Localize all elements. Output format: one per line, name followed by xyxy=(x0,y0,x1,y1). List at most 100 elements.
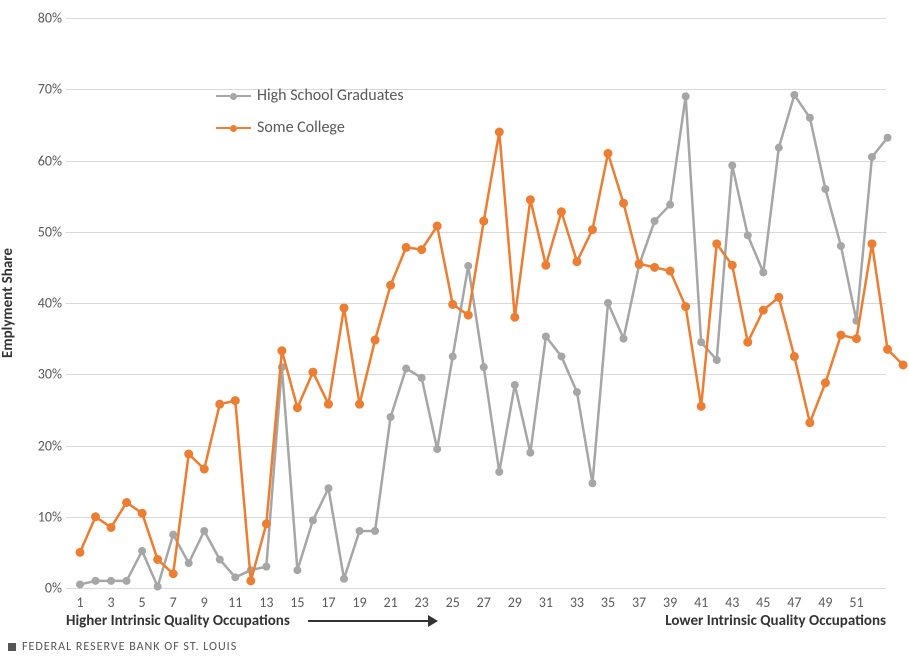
series-marker xyxy=(588,225,597,234)
series-marker xyxy=(169,569,178,578)
series-marker xyxy=(231,573,239,581)
legend-item: High School Graduates xyxy=(216,86,404,105)
series-marker xyxy=(371,336,380,345)
series-marker xyxy=(604,149,613,158)
series-marker xyxy=(572,257,581,266)
series-marker xyxy=(852,334,861,343)
series-marker xyxy=(340,303,349,312)
y-tick: 50% xyxy=(22,223,62,240)
series-line xyxy=(80,95,888,587)
footer-text: FEDERAL RESERVE BANK OF ST. LOUIS xyxy=(22,640,237,654)
series-marker xyxy=(293,403,302,412)
x-tick: 23 xyxy=(415,594,429,611)
series-marker xyxy=(805,418,814,427)
x-tick: 45 xyxy=(756,594,770,611)
x-tick: 27 xyxy=(477,594,491,611)
series-marker xyxy=(542,332,550,340)
series-marker xyxy=(464,262,472,270)
series-marker xyxy=(790,91,798,99)
y-tick: 10% xyxy=(22,508,62,525)
x-axis-left-label: Higher Intrinsic Quality Occupations xyxy=(66,612,290,630)
series-marker xyxy=(402,365,410,373)
y-tick: 40% xyxy=(22,295,62,312)
gridline xyxy=(66,588,886,589)
series-marker xyxy=(588,479,596,487)
series-marker xyxy=(759,306,768,315)
series-marker xyxy=(107,577,115,585)
series-marker xyxy=(154,583,162,591)
series-marker xyxy=(604,299,612,307)
series-marker xyxy=(884,134,892,142)
series-marker xyxy=(200,465,209,474)
series-marker xyxy=(185,559,193,567)
legend-label: Some College xyxy=(257,118,345,137)
series-marker xyxy=(123,577,131,585)
x-tick: 13 xyxy=(259,594,273,611)
series-marker xyxy=(883,345,892,354)
series-marker xyxy=(697,402,706,411)
series-marker xyxy=(355,400,364,409)
series-marker xyxy=(387,413,395,421)
series-marker xyxy=(371,527,379,535)
plot-area: Emplyment Share 0%10%20%30%40%50%60%70%8… xyxy=(66,18,886,588)
series-marker xyxy=(495,468,503,476)
series-marker xyxy=(899,360,908,369)
x-tick: 33 xyxy=(570,594,584,611)
series-marker xyxy=(744,231,752,239)
x-tick: 19 xyxy=(352,594,366,611)
series-marker xyxy=(293,566,301,574)
series-marker xyxy=(418,374,426,382)
series-marker xyxy=(651,217,659,225)
series-marker xyxy=(712,239,721,248)
series-marker xyxy=(821,185,829,193)
source-footer: FEDERAL RESERVE BANK OF ST. LOUIS xyxy=(8,640,237,654)
series-marker xyxy=(666,201,674,209)
series-marker xyxy=(790,352,799,361)
series-marker xyxy=(635,259,644,268)
series-marker xyxy=(76,548,85,557)
x-tick: 29 xyxy=(508,594,522,611)
series-line xyxy=(80,132,903,581)
series-marker xyxy=(92,577,100,585)
chart-container: { "chart": { "type": "line", "width_px":… xyxy=(0,0,909,660)
x-tick: 49 xyxy=(818,594,832,611)
x-tick: 25 xyxy=(446,594,460,611)
series-marker xyxy=(76,580,84,588)
x-tick: 21 xyxy=(383,594,397,611)
series-marker xyxy=(356,527,364,535)
series-marker xyxy=(216,556,224,564)
series-marker xyxy=(728,161,736,169)
series-marker xyxy=(107,523,116,532)
x-tick: 37 xyxy=(632,594,646,611)
y-tick: 20% xyxy=(22,437,62,454)
series-marker xyxy=(837,242,845,250)
x-tick: 47 xyxy=(787,594,801,611)
series-marker xyxy=(122,498,131,507)
series-marker xyxy=(541,261,550,270)
series-marker xyxy=(511,381,519,389)
y-tick: 30% xyxy=(22,366,62,383)
series-marker xyxy=(728,261,737,270)
legend-swatch xyxy=(216,93,251,100)
legend-item: Some College xyxy=(216,118,345,137)
series-marker xyxy=(868,239,877,248)
series-marker xyxy=(774,293,783,302)
x-tick: 41 xyxy=(694,594,708,611)
series-marker xyxy=(620,335,628,343)
series-marker xyxy=(836,331,845,340)
series-marker xyxy=(775,144,783,152)
series-marker xyxy=(743,338,752,347)
series-marker xyxy=(417,245,426,254)
arrow-icon xyxy=(308,615,438,627)
y-axis-label: Emplyment Share xyxy=(0,248,17,358)
series-marker xyxy=(433,445,441,453)
series-marker xyxy=(650,263,659,272)
series-marker xyxy=(448,300,457,309)
x-tick: 7 xyxy=(170,594,177,611)
series-marker xyxy=(619,199,628,208)
series-marker xyxy=(231,396,240,405)
series-marker xyxy=(200,527,208,535)
series-marker xyxy=(495,128,504,137)
x-tick: 43 xyxy=(725,594,739,611)
x-tick: 17 xyxy=(321,594,335,611)
